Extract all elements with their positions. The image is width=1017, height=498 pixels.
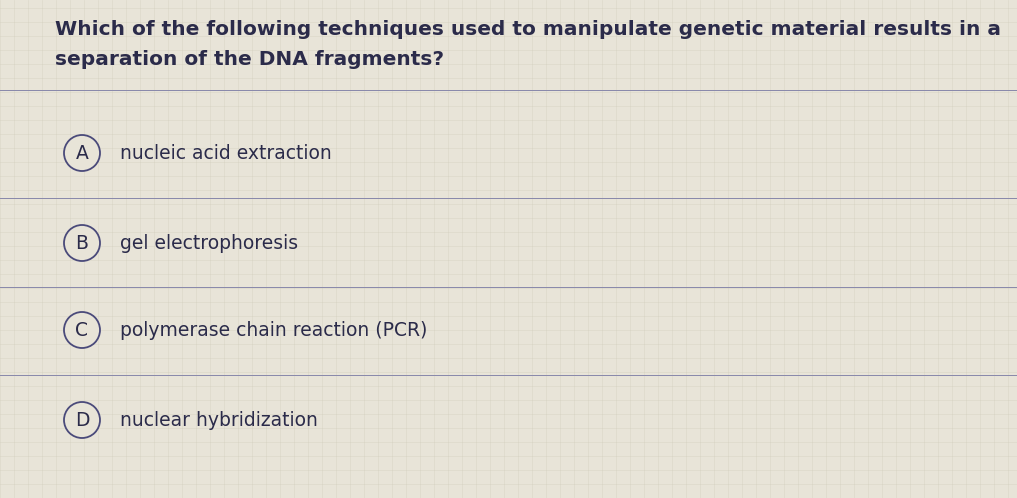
Circle shape [64,402,100,438]
Text: separation of the DNA fragments?: separation of the DNA fragments? [55,50,444,69]
Text: A: A [75,143,88,162]
Text: polymerase chain reaction (PCR): polymerase chain reaction (PCR) [120,321,427,340]
Text: nuclear hybridization: nuclear hybridization [120,410,318,429]
Circle shape [64,312,100,348]
Text: gel electrophoresis: gel electrophoresis [120,234,298,252]
Circle shape [64,135,100,171]
Text: Which of the following techniques used to manipulate genetic material results in: Which of the following techniques used t… [55,20,1001,39]
Text: B: B [75,234,88,252]
Circle shape [64,225,100,261]
Text: nucleic acid extraction: nucleic acid extraction [120,143,332,162]
Text: D: D [75,410,89,429]
Text: C: C [75,321,88,340]
